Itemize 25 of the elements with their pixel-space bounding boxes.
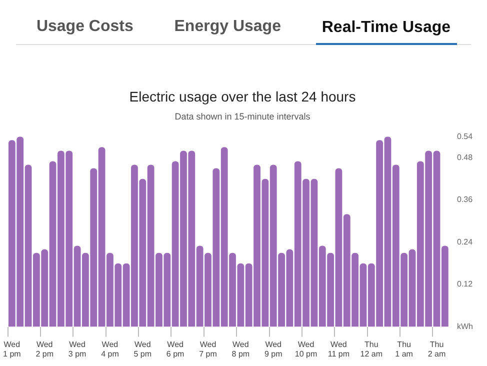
y-tick-label: kWh: [457, 322, 473, 332]
x-tick-label: Wed 4 pm: [101, 340, 120, 358]
x-tick-label: Wed 11 pm: [328, 340, 350, 358]
y-tick-label: 0.12: [457, 280, 474, 289]
x-tick-label: Wed 9 pm: [264, 340, 283, 358]
y-tick-label: 0.36: [457, 195, 474, 204]
x-tick-label: Wed 7 pm: [199, 340, 218, 358]
x-tick-label: Wed 10 pm: [294, 340, 318, 358]
text: Energy Usage: [173, 18, 282, 37]
x-tick-label: Wed 3 pm: [68, 340, 87, 358]
x-tick-label: Wed 5 pm: [134, 340, 152, 358]
x-tick-label: Wed 2 pm: [36, 340, 54, 358]
text: Usage Costs: [35, 18, 134, 37]
x-tick-label: Wed 8 pm: [232, 340, 250, 358]
x-tick-label: Thu 12 am: [360, 340, 383, 358]
y-tick-label: 0.24: [457, 237, 474, 246]
y-tick-label: 0.48: [457, 152, 474, 162]
x-tick-label: Thu 1 am: [395, 340, 414, 358]
text: Real-Time Usage: [316, 19, 457, 45]
x-tick-label: Wed 1 pm: [3, 340, 22, 358]
x-tick-label: Thu 2 am: [428, 340, 446, 358]
x-tick-label: Wed 6 pm: [166, 340, 185, 358]
chart-title: Electric usage over the last 24 hours: [129, 88, 356, 104]
chart-subtitle: Data shown in 15-minute intervals: [174, 112, 311, 122]
y-tick-label: 0.54: [457, 132, 474, 141]
